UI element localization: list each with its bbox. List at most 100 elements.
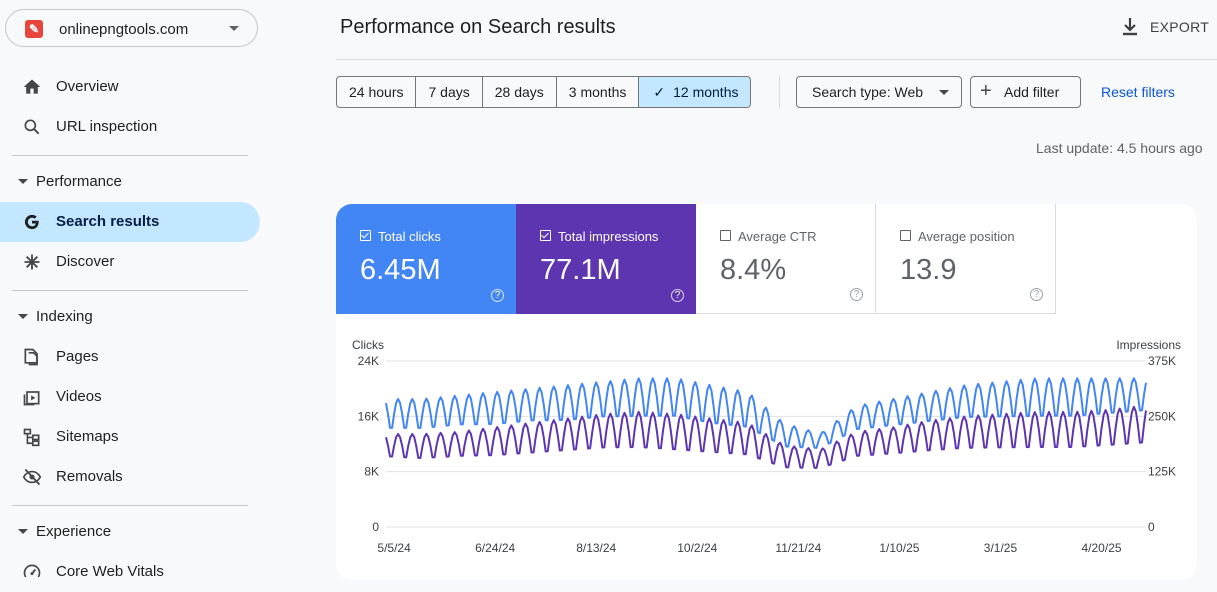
metric-total-impressions[interactable]: Total impressions 77.1M ? [516, 204, 696, 314]
filter-separator [779, 76, 780, 108]
checkbox-unchecked-icon[interactable] [900, 230, 911, 241]
performance-card: Total clicks 6.45M ? Total impressions 7… [336, 204, 1197, 580]
help-icon[interactable]: ? [491, 289, 504, 302]
help-icon[interactable]: ? [671, 289, 684, 302]
download-icon [1123, 18, 1137, 36]
sidebar-item-sitemaps[interactable]: Sitemaps [0, 417, 260, 457]
help-icon[interactable]: ? [1030, 288, 1043, 301]
y-tick-label-right: 0 [1148, 520, 1155, 534]
range-7-days[interactable]: 7 days [416, 76, 483, 108]
range-label: 3 months [568, 84, 627, 100]
property-selector[interactable]: ✎ onlinepngtools.com [5, 9, 258, 47]
export-label: EXPORT [1150, 19, 1210, 35]
sidebar-item-label: Core Web Vitals [56, 563, 164, 580]
plus-icon: + [980, 80, 992, 102]
section-indexing[interactable]: Indexing [0, 302, 260, 332]
range-12-months[interactable]: ✓ 12 months [639, 76, 752, 108]
x-tick-label: 6/24/24 [475, 541, 515, 555]
section-performance[interactable]: Performance [0, 167, 260, 197]
section-label: Experience [36, 523, 112, 540]
x-tick-label: 10/2/24 [677, 541, 717, 555]
video-icon [23, 391, 40, 406]
range-label: 28 days [494, 84, 544, 100]
x-tick-label: 8/13/24 [576, 541, 616, 555]
metric-value: 13.9 [900, 254, 957, 286]
check-icon: ✓ [653, 84, 666, 100]
range-label: 12 months [673, 84, 739, 100]
speed-gauge-icon [23, 564, 41, 578]
x-tick-label: 11/21/24 [775, 541, 821, 555]
range-label: 24 hours [349, 84, 404, 100]
checkbox-checked-icon[interactable] [540, 230, 551, 241]
y-tick-label-right: 125K [1148, 465, 1176, 479]
caret-down-icon [18, 314, 28, 319]
sidebar-item-url-inspection[interactable]: URL inspection [0, 107, 260, 147]
sidebar-item-core-web-vitals[interactable]: Core Web Vitals [0, 552, 260, 592]
series-line-total-clicks [385, 377, 1147, 449]
checkbox-checked-icon[interactable] [360, 230, 371, 241]
metric-average-ctr[interactable]: Average CTR 8.4% ? [696, 204, 876, 314]
caret-down-icon [18, 529, 28, 534]
sidebar-item-label: Pages [56, 348, 99, 365]
x-tick-label: 1/10/25 [879, 541, 919, 555]
chevron-down-icon [229, 26, 239, 31]
divider [12, 505, 248, 506]
sidebar: ✎ onlinepngtools.com Overview URL inspec… [0, 0, 276, 588]
metric-value: 8.4% [720, 254, 787, 286]
y-tick-label-left: 16K [358, 409, 379, 423]
section-experience[interactable]: Experience [0, 517, 260, 547]
sidebar-item-label: Overview [56, 78, 119, 95]
range-28-days[interactable]: 28 days [482, 76, 557, 108]
property-name: onlinepngtools.com [59, 21, 189, 38]
property-favicon-icon: ✎ [25, 20, 43, 38]
pages-icon [24, 348, 38, 366]
range-label: 7 days [428, 84, 470, 100]
metric-total-clicks[interactable]: Total clicks 6.45M ? [336, 204, 516, 314]
sidebar-item-search-results[interactable]: Search results [0, 202, 260, 242]
metric-average-position[interactable]: Average position 13.9 ? [876, 204, 1056, 314]
y-tick-label-right: 250K [1148, 409, 1176, 423]
sidebar-item-label: Videos [56, 388, 102, 405]
sidebar-item-label: Removals [56, 468, 123, 485]
range-3-months[interactable]: 3 months [556, 76, 640, 108]
performance-chart: 0 0 8K 125K 16K 250K 24K 375K Clicks Impressions 5… [352, 338, 1181, 555]
caret-down-icon [18, 179, 28, 184]
sidebar-item-overview[interactable]: Overview [0, 67, 260, 107]
date-range-selector: 24 hours 7 days 28 days 3 months ✓ 12 mon… [336, 76, 752, 108]
metric-label: Average CTR [738, 229, 817, 244]
sidebar-item-removals[interactable]: Removals [0, 457, 260, 497]
reset-filters-link[interactable]: Reset filters [1101, 84, 1175, 100]
metric-label: Average position [918, 229, 1015, 244]
sidebar-item-discover[interactable]: Discover [0, 242, 260, 282]
section-label: Indexing [36, 308, 93, 325]
section-label: Performance [36, 173, 122, 190]
google-g-icon [24, 214, 39, 230]
checkbox-unchecked-icon[interactable] [720, 230, 731, 241]
divider [12, 155, 248, 156]
eye-off-icon [22, 468, 42, 486]
y-tick-label-left: 24K [358, 354, 379, 368]
y-tick-label-left: 8K [364, 465, 379, 479]
range-24-hours[interactable]: 24 hours [336, 76, 417, 108]
sidebar-item-label: URL inspection [56, 118, 158, 135]
sitemap-icon [23, 428, 40, 447]
metric-value: 6.45M [360, 254, 441, 286]
x-tick-label: 5/5/24 [377, 541, 411, 555]
asterisk-icon [24, 254, 40, 270]
metric-label: Total impressions [558, 229, 659, 244]
x-tick-label: 3/1/25 [984, 541, 1018, 555]
caret-down-icon [939, 90, 949, 95]
last-update-text: Last update: 4.5 hours ago [1036, 140, 1203, 156]
y-axis-label-left: Clicks [352, 338, 384, 352]
help-icon[interactable]: ? [850, 288, 863, 301]
sidebar-item-videos[interactable]: Videos [0, 377, 260, 417]
divider [12, 290, 248, 291]
add-filter-button[interactable]: + Add filter [970, 76, 1081, 108]
home-icon [23, 79, 41, 94]
sidebar-item-label: Discover [56, 253, 115, 270]
y-axis-label-right: Impressions [1116, 338, 1181, 352]
sidebar-item-pages[interactable]: Pages [0, 337, 260, 377]
add-filter-label: Add filter [1004, 84, 1060, 100]
search-type-dropdown[interactable]: Search type: Web [796, 76, 962, 108]
sidebar-item-label: Search results [56, 213, 160, 230]
